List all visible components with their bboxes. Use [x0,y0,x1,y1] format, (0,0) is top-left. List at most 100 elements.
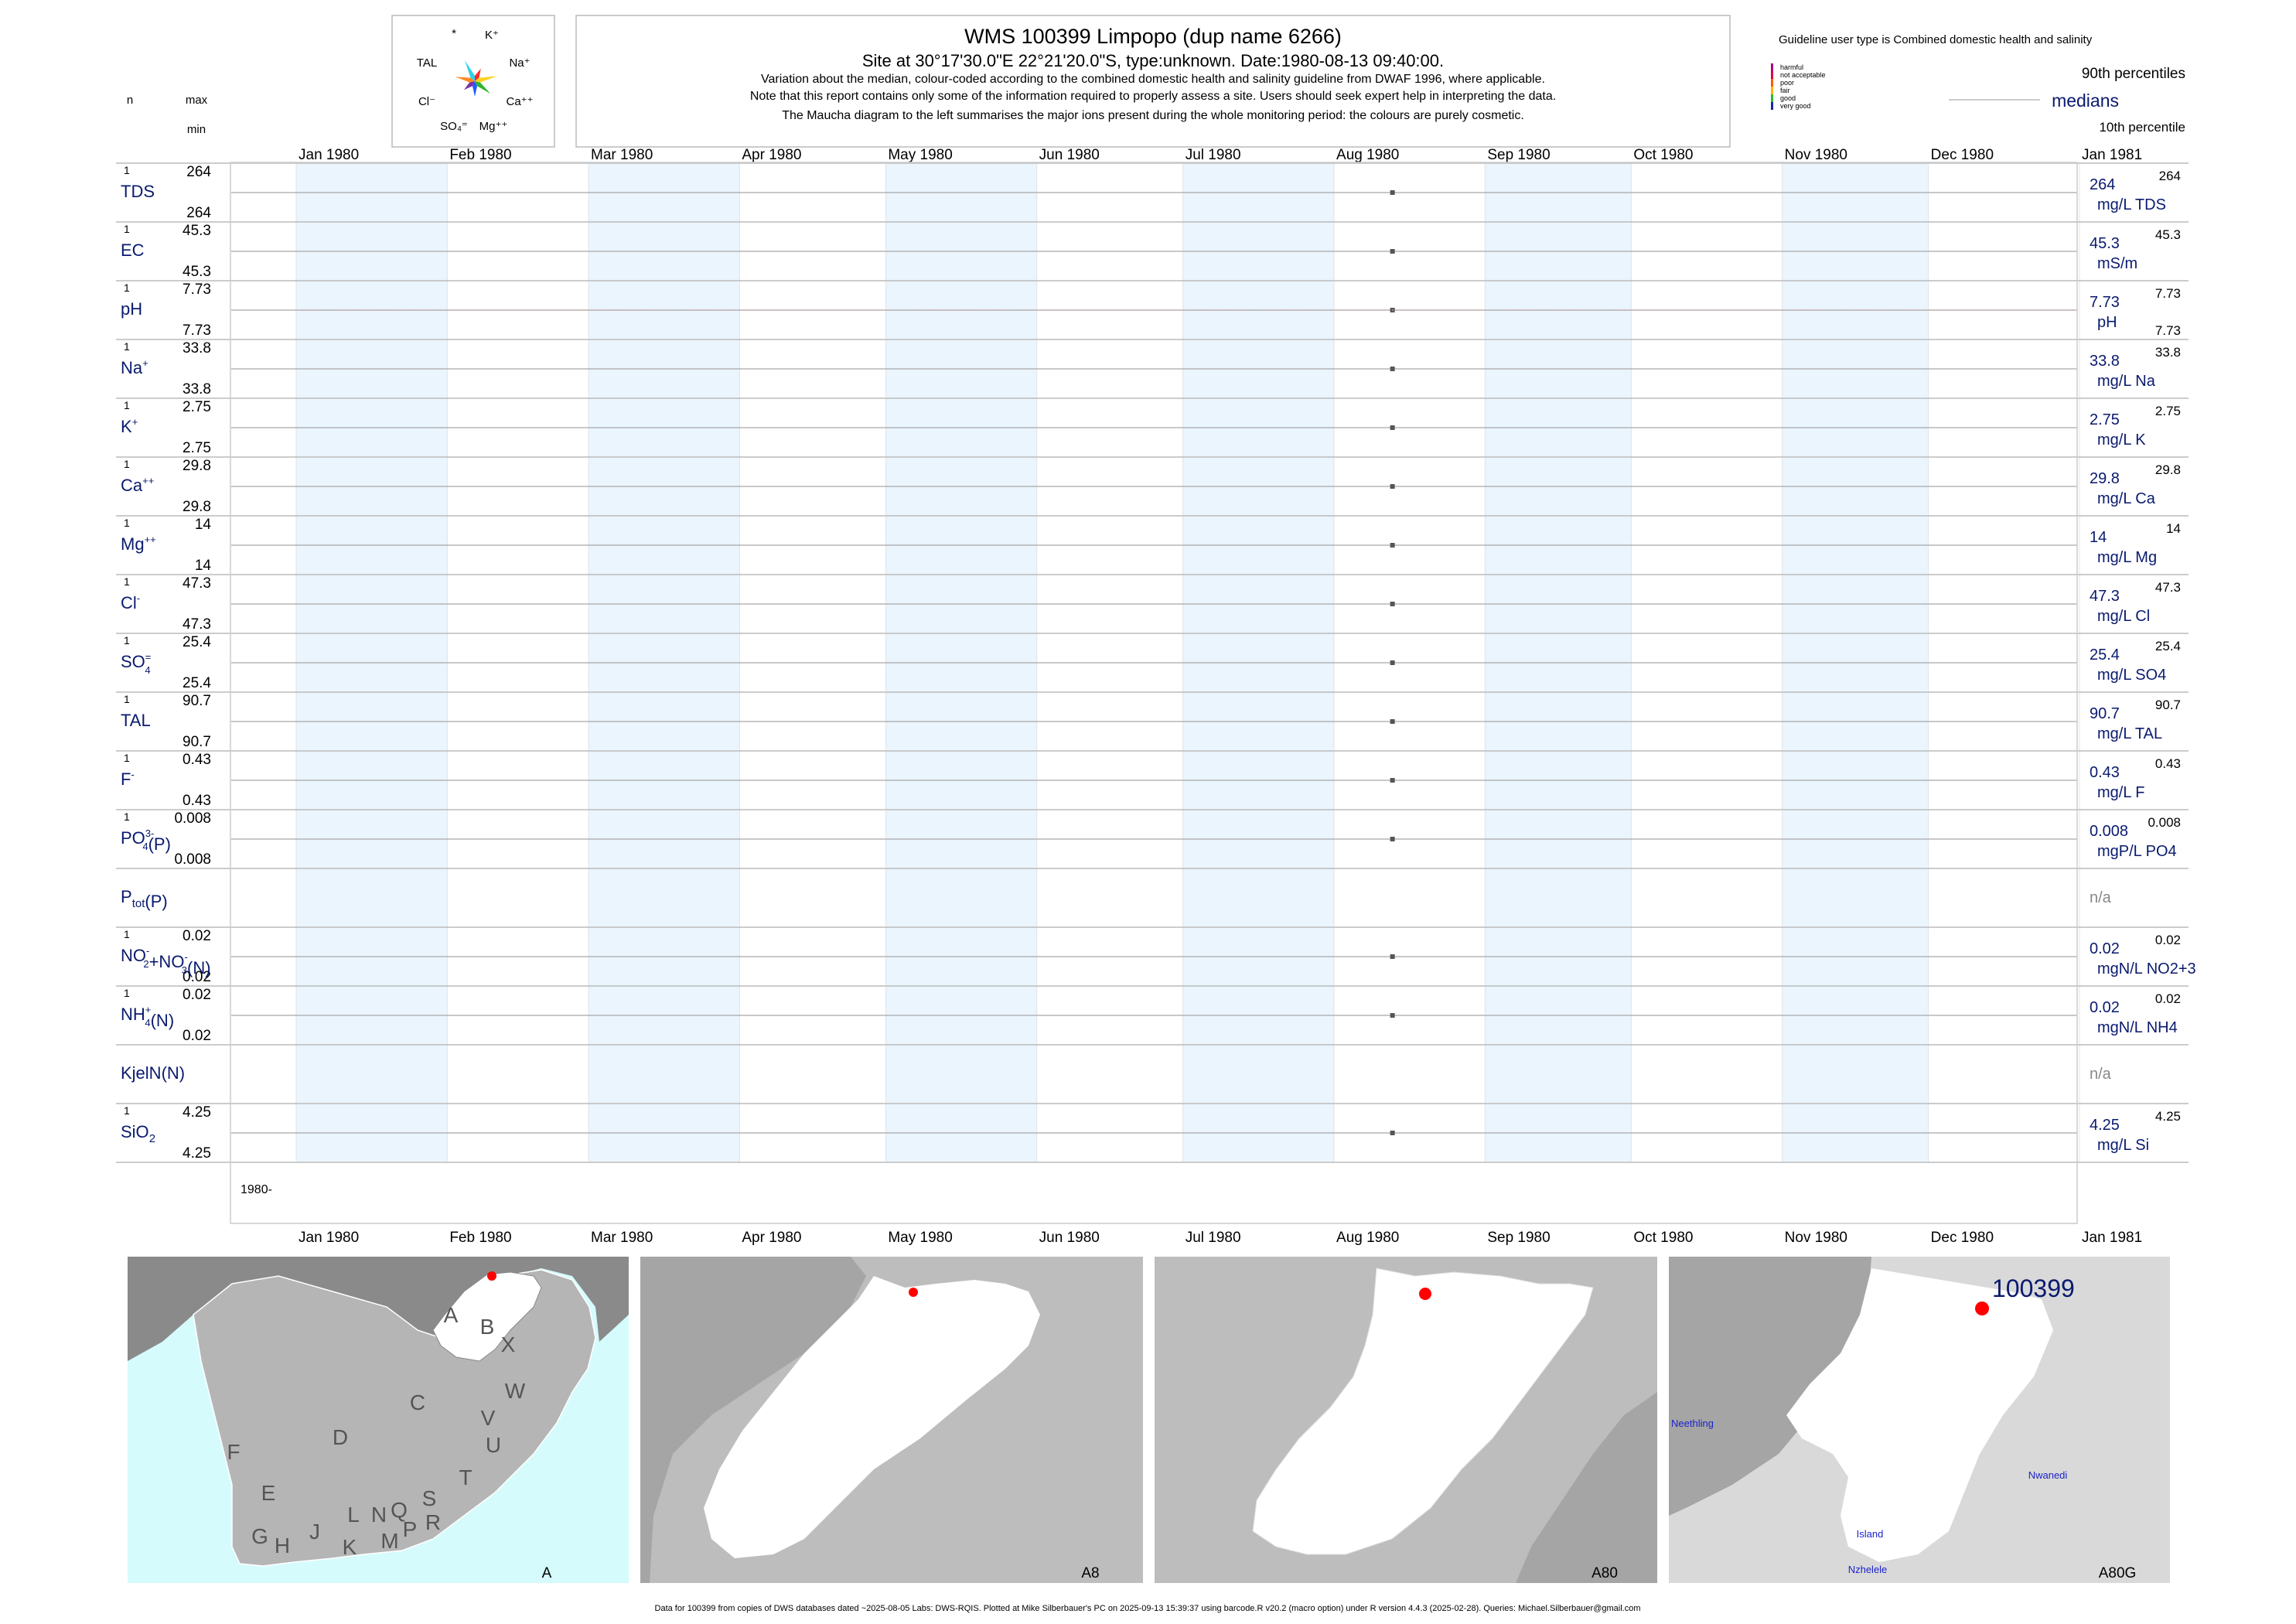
map1-region-letter: N [371,1503,387,1527]
panel-right-max: 90.7 [2155,698,2181,712]
panel-min: 7.73 [183,322,211,339]
map1-region-letter: G [251,1524,268,1548]
panel-n: 1 [124,399,130,411]
map4-site-marker [1975,1302,1989,1315]
sample-point [1390,954,1395,959]
sample-point [1390,660,1395,665]
map2-caption: A8 [1081,1565,1099,1581]
maucha-star-shape [455,60,498,97]
guideline-swatch [1771,63,1773,71]
panel-sio: 1 4.25 4.25 SiO2 4.25 mg/L Si 4.25 [116,1104,2189,1163]
maucha-frame [391,15,555,148]
map1-region-letter: P [403,1517,418,1541]
month-dividers [295,162,2080,1162]
month-band [588,162,740,1162]
panel-min: 0.008 [174,851,211,868]
panel-n: 1 [124,693,130,705]
map4-site-label: 100399 [1992,1274,2075,1302]
panel-mg: 1 14 14 Mg++ 14 mg/L Mg 14 [116,517,2189,575]
panel-min: 33.8 [183,381,211,397]
guideline-swatch [1771,102,1773,110]
panel-min: 0.02 [183,1028,211,1044]
panel-n: 1 [124,928,130,940]
panel-right-max: 25.4 [2155,639,2181,653]
map2-catchment [704,1276,1040,1558]
panel-right-max: 4.25 [2155,1109,2181,1124]
panel-max: 14 [195,517,212,533]
panel-unit: pH [2097,314,2117,331]
panel-parameter-name: Mg++ [121,534,156,554]
plot-frame [230,162,2078,1224]
x-tick-label-bottom: Mar 1980 [591,1230,653,1246]
map3-caption: A80 [1592,1565,1618,1581]
map1-region-letter: W [505,1379,526,1403]
max-header: max [186,94,208,107]
panel-parameter-name: TAL [121,711,151,730]
header-note-1: Variation about the median, colour-coded… [761,73,1545,86]
panel-unit: mg/L Cl [2097,608,2150,625]
x-tick-label-top: Jan 1980 [299,147,359,163]
main-plot: Jan 1980 Feb 1980 Mar 1980 Apr 1980 May 1980… [116,147,2196,1246]
header-note-2: Note that this report contains only some… [750,90,1556,103]
panel-max: 90.7 [183,693,211,709]
maucha-label-mg: Mg⁺⁺ [479,120,508,133]
guideline-category-label: fair [1780,87,1790,94]
month-band [1485,162,1632,1162]
x-tick-label-top: Aug 1980 [1336,147,1399,163]
panel-unit: mgP/L PO4 [2097,843,2177,860]
map1-region-letter: F [227,1440,240,1464]
header-note-3: The Maucha diagram to the left summarise… [782,109,1524,122]
sample-point [1390,837,1395,841]
panel-max: 47.3 [183,575,211,592]
map1-region-letters: A BXW C D VU F T E S N QR L P G HJK M [227,1303,525,1559]
panel-unit: mg/L SO4 [2097,667,2166,684]
map4-dark-land [1669,1257,1871,1516]
x-tick-label-top: Dec 1980 [1931,147,1994,163]
panel-parameter-name: NH+ 4(N) [121,1004,174,1030]
map4-catchment [1786,1268,2053,1562]
panel-right-max: 0.008 [2148,815,2181,830]
panel-parameter-name: pH [121,299,142,319]
guideline-text: Guideline user type is Combined domestic… [1779,33,2093,46]
panel-n: 1 [124,752,130,764]
panel-min: 2.75 [183,440,211,456]
x-tick-label-bottom: Jul 1980 [1186,1230,1241,1246]
panel-n: 1 [124,458,130,470]
panel-unit: mg/L K [2097,432,2146,449]
map4-caption: A80G [2099,1565,2137,1581]
sample-point [1390,543,1395,548]
sample-point [1390,778,1395,783]
panel-right-max: 0.02 [2155,991,2181,1006]
guideline-swatch [1771,87,1773,94]
map-a80g: 100399 Neethling Nwanedi Island Nzhelele… [1669,1257,2170,1583]
panel-min: 25.4 [183,675,211,691]
x-tick-label-top: Jul 1980 [1186,147,1241,163]
map3-dark-land [1516,1392,1657,1583]
sample-point [1390,602,1395,606]
x-tick-label-bottom: Dec 1980 [1931,1230,1994,1246]
x-tick-label-top: Oct 1980 [1633,147,1693,163]
panel-median-value: 2.75 [2090,411,2120,428]
x-tick-label-bottom: Jan 1981 [2082,1230,2142,1246]
page-title: WMS 100399 Limpopo (dup name 6266) [964,25,1342,48]
legend-medians: medians [2052,90,2119,111]
x-tick-label-bottom: Nov 1980 [1785,1230,1847,1246]
x-tick-label-bottom: Feb 1980 [449,1230,511,1246]
panel-unit: mS/m [2097,255,2137,272]
panel-tal: 1 90.7 90.7 TAL 90.7 mg/L TAL 90.7 [116,693,2189,752]
title-frame [575,15,1731,148]
panel-parameter-name: TDS [121,182,155,201]
guideline-swatch [1771,71,1773,79]
map1-region-letter: C [410,1390,425,1414]
panel-median-value: 14 [2090,529,2107,546]
x-tick-label-bottom: Oct 1980 [1633,1230,1693,1246]
month-bands [296,162,1929,1162]
panel-n: 1 [124,340,130,353]
panel-max: 4.25 [183,1104,211,1121]
panel-right-max: 264 [2159,169,2181,183]
panel-max: 264 [186,164,211,180]
panel-min: 14 [195,558,212,574]
panel-unit: mg/L Mg [2097,549,2157,566]
panel-min: 4.25 [183,1145,211,1162]
